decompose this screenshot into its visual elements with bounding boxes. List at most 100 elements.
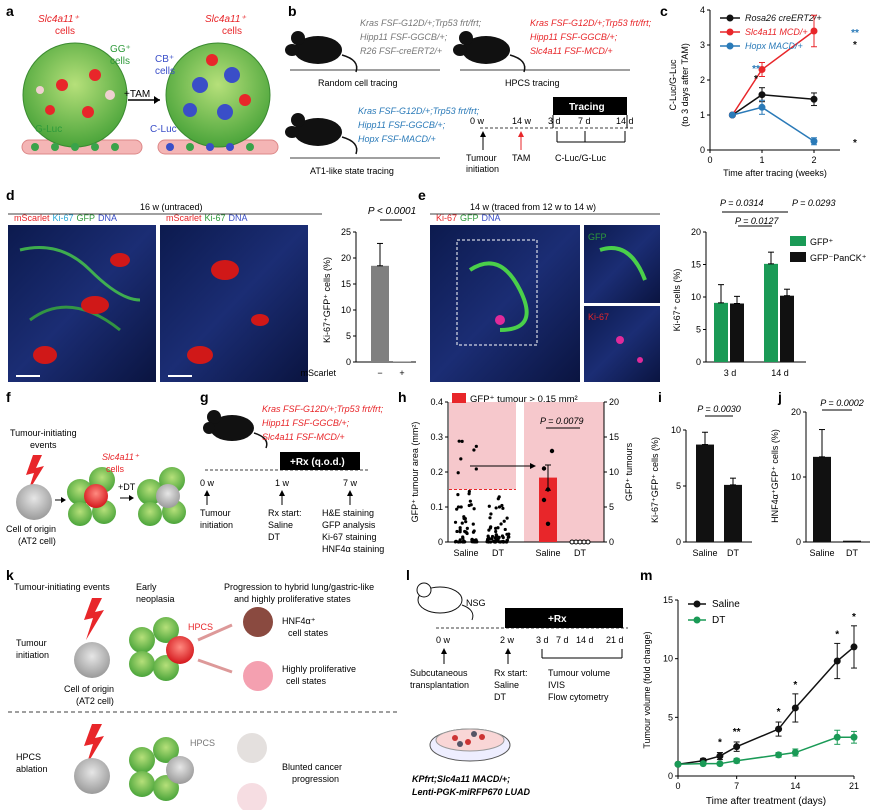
l-t21d: 21 d — [606, 635, 624, 645]
c-annotation: ** — [752, 64, 760, 75]
c-ylabel: (to 3 days after TAM) — [680, 43, 690, 127]
h-point — [496, 497, 500, 501]
b-t-14d: 14 d — [616, 116, 634, 126]
g-t7: 7 w — [343, 478, 358, 488]
i-ytick-label: 10 — [671, 425, 681, 435]
b-hpcs-line3: Slc4a11 FSF-MCD/+ — [530, 46, 613, 56]
h-ytick-label-right: 0 — [609, 537, 614, 547]
m-point — [833, 733, 841, 741]
f-cells: cells — [106, 464, 125, 474]
d-ytick-label: 0 — [346, 357, 351, 367]
h-point — [456, 540, 460, 544]
e-legend-label: GFP⁻PanCK⁺ — [810, 253, 867, 263]
h-legend-swatch — [452, 393, 466, 403]
d-ylabel: Ki-67⁺GFP⁺ cells (%) — [322, 257, 332, 343]
d-xtick-label: + — [399, 368, 404, 378]
l-t0: 0 w — [436, 635, 451, 645]
k-hpcs-abl1: HPCS — [16, 752, 41, 762]
k-hpcs2: HPCS — [190, 738, 215, 748]
b-at1-title: AT1-like state tracing — [310, 166, 394, 176]
j-ylabel: HNF4α⁺GFP⁺ cells (%) — [770, 429, 780, 523]
e-legend-label: GFP⁺ — [810, 237, 834, 247]
h-point — [497, 535, 501, 539]
f-cell-origin — [16, 484, 52, 520]
i-ytick-label: 5 — [676, 481, 681, 491]
a-cells-left: cells — [55, 26, 75, 37]
g-gfp: GFP analysis — [322, 520, 376, 530]
b-hpcs-title: HPCS tracing — [505, 78, 560, 88]
c-xlabel: Time after tracing (weeks) — [723, 168, 827, 178]
chart-i: 0 5 10 Saline DT Ki-67⁺GFP⁺ cells (%) P = 0.00… — [650, 404, 752, 558]
k-hnf: HNF4α⁺ — [282, 616, 316, 626]
i-bar — [696, 444, 714, 542]
g-line2: Hipp11 FSF-GGCB/+; — [262, 418, 350, 428]
h-point — [486, 537, 490, 541]
e-pvalue-2: P = 0.0293 — [792, 198, 835, 208]
e-ylabel: Ki-67⁺ cells (%) — [672, 269, 682, 332]
mouse-icon-at1 — [285, 113, 358, 155]
b-random-line1: Kras FSF-G12D/+;Trp53 frt/frt; — [360, 18, 482, 28]
h-point — [541, 497, 547, 503]
e-bar — [730, 303, 744, 362]
d-bar — [393, 361, 411, 362]
h-point — [497, 505, 502, 509]
g-hnf: HNF4α staining — [322, 544, 384, 554]
m-point — [775, 751, 783, 759]
mouse-icon-hpcs — [453, 31, 526, 73]
m-annotation: * — [718, 737, 722, 748]
c-point — [810, 137, 818, 145]
k-blunted1: Blunted cancer — [282, 762, 342, 772]
panel-label-h: h — [398, 389, 407, 405]
k-tumour: Tumour — [16, 638, 47, 648]
m-xtick-label: 0 — [675, 781, 680, 791]
m-annotation: ** — [733, 727, 741, 738]
mouse-icon-random — [285, 31, 358, 73]
c-annotation: * — [754, 74, 758, 85]
h-point — [573, 539, 579, 545]
m-legend-marker — [693, 600, 701, 608]
l-ivis: IVIS — [548, 680, 565, 690]
h-point — [490, 537, 494, 541]
h-point — [463, 529, 467, 534]
b-at1-line2: Hipp11 FSF-GGCB/+; — [358, 120, 446, 130]
h-point — [474, 467, 478, 471]
k-neoplasia: neoplasia — [136, 594, 175, 604]
k-prog2: and highly proliferative states — [234, 594, 351, 604]
e-micrograph-gfp — [584, 225, 660, 303]
m-ytick-label: 5 — [668, 712, 673, 722]
h-ytick-label-right: 15 — [609, 432, 619, 442]
m-xtick-label: 14 — [790, 781, 800, 791]
h-point — [545, 487, 551, 492]
d-legend1: mScarlet Ki-67 GFP DNA — [14, 213, 117, 223]
a-slc4a11-left: Slc4a11⁺ — [38, 14, 79, 25]
e-ki67-panel-label: Ki-67 — [588, 312, 609, 322]
h-point — [461, 536, 465, 540]
h-point — [503, 527, 507, 532]
h-point — [494, 529, 498, 534]
h-point — [474, 444, 478, 448]
h-point — [471, 522, 475, 526]
l-t14d: 14 d — [576, 635, 594, 645]
c-point — [758, 91, 766, 99]
l-line2: Lenti-PGK-miRFP670 LUAD — [412, 787, 531, 797]
b-t-3d: 3 d — [548, 116, 561, 126]
d-xtick-label: − — [377, 368, 382, 378]
j-pvalue: P = 0.0002 — [820, 398, 863, 408]
e-legend-swatch — [790, 236, 806, 246]
d-ytick-label: 20 — [341, 253, 351, 263]
j-xtick-label: DT — [846, 548, 858, 558]
k-prolif-cell — [243, 661, 273, 691]
d-ytick-label: 5 — [346, 331, 351, 341]
m-xlabel: Time after treatment (days) — [706, 796, 826, 807]
panel-a-schematic — [21, 42, 279, 155]
b-initiation: initiation — [466, 164, 499, 174]
c-ytick-label: 4 — [700, 5, 705, 15]
h-point — [465, 526, 469, 530]
d-ytick-label: 25 — [341, 227, 351, 237]
j-ytick-label: 0 — [796, 537, 801, 547]
h-ytick-label-right: 10 — [609, 467, 619, 477]
b-t-0w: 0 w — [470, 116, 485, 126]
h-point — [500, 534, 505, 538]
h-point — [488, 516, 492, 520]
m-ytick-label: 0 — [668, 771, 673, 781]
